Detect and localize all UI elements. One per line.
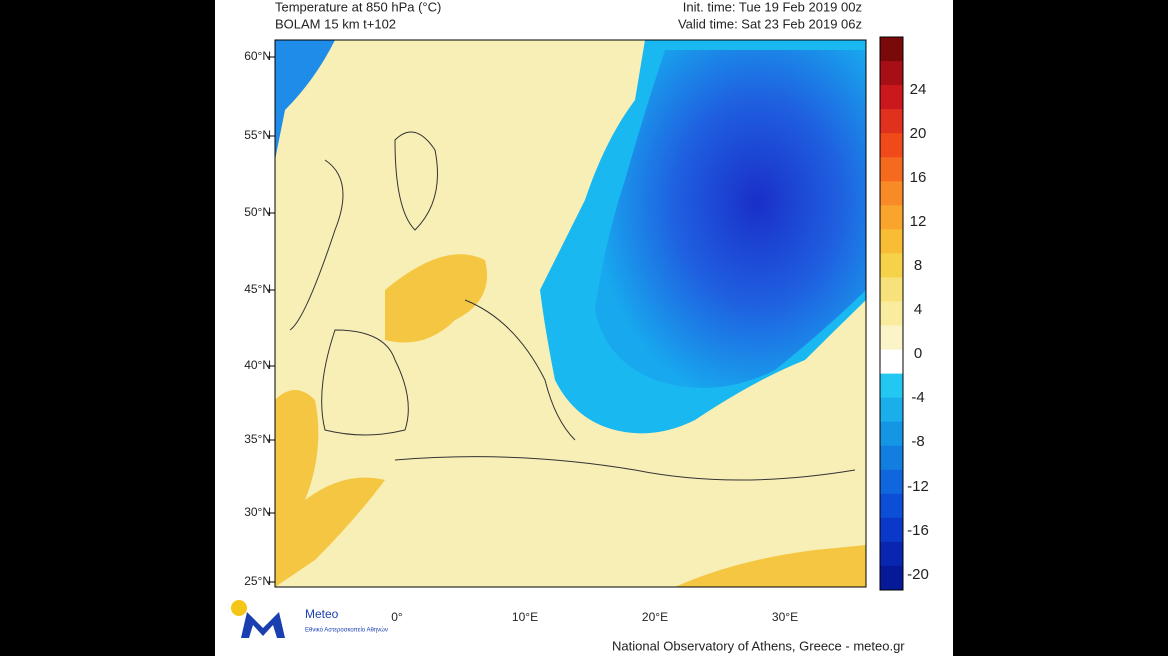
lat-label: 25°N (244, 574, 271, 588)
lon-label: 30°E (772, 610, 798, 624)
valid-time: Valid time: Sat 23 Feb 2019 06z (678, 16, 862, 31)
warm-region (385, 254, 487, 343)
lat-label: 30°N (244, 505, 271, 519)
colorbar-segment (880, 517, 903, 543)
colorbar-label: -8 (911, 433, 924, 450)
colorbar-segment (880, 397, 903, 423)
cold-core (595, 50, 866, 388)
colorbar-label: 8 (914, 257, 922, 274)
logo-name: Meteo (305, 607, 339, 621)
warm-region (275, 390, 385, 587)
colorbar-segment (880, 253, 903, 278)
colorbar-segment (880, 109, 903, 134)
colorbar-segment (880, 445, 903, 471)
map-panel: Temperature at 850 hPa (°C) BOLAM 15 km … (215, 0, 953, 656)
map-figure: Temperature at 850 hPa (°C) BOLAM 15 km … (231, 0, 929, 653)
model-label: BOLAM 15 km t+102 (275, 16, 396, 31)
colorbar-label: 24 (910, 81, 927, 98)
colorbar-segment (880, 373, 903, 399)
colorbar-segment (880, 277, 903, 302)
warm-region (675, 545, 866, 587)
colorbar-label: -4 (911, 389, 924, 406)
colorbar-frame (879, 36, 904, 591)
colorbar-label: 20 (910, 125, 927, 142)
init-time: Init. time: Tue 19 Feb 2019 00z (683, 0, 862, 14)
lat-label: 40°N (244, 358, 271, 372)
lon-label: 0° (391, 610, 403, 624)
colorbar-label: 4 (914, 301, 922, 318)
lat-label: 50°N (244, 205, 271, 219)
colorbar-segment (880, 61, 903, 86)
colorbar-segment (880, 205, 903, 230)
colorbar-segment (880, 325, 903, 351)
colorbar-segment (880, 349, 903, 375)
map-frame (274, 39, 867, 588)
colorbar-segment (880, 181, 903, 206)
lon-label: 10°E (512, 610, 538, 624)
colorbar-segment (880, 229, 903, 254)
colorbar-segment (880, 133, 903, 158)
map-area (275, 40, 866, 587)
colorbar-segment (880, 37, 903, 62)
coastline (289, 131, 856, 481)
colorbar-segment (880, 157, 903, 182)
colorbar-label: -20 (907, 566, 929, 583)
lat-label: 35°N (244, 432, 271, 446)
logo-tagline: Εθνικό Αστεροσκοπείο Αθηνών (305, 627, 388, 634)
map-title: Temperature at 850 hPa (°C) (275, 0, 441, 14)
colorbar-label: 12 (910, 213, 927, 230)
colorbar-label: -16 (907, 522, 929, 539)
colorbar-label: 0 (914, 345, 922, 362)
colorbar-segment (880, 421, 903, 447)
cold-region (275, 40, 335, 160)
colorbar-segment (880, 541, 903, 567)
colorbar-segment (880, 493, 903, 519)
colorbar-label: -12 (907, 478, 929, 495)
colorbar-segment (880, 85, 903, 110)
lat-label: 55°N (244, 128, 271, 142)
lat-label: 60°N (244, 49, 271, 63)
colorbar-segment (880, 565, 903, 591)
colorbar-segment (880, 469, 903, 495)
lat-label: 45°N (244, 282, 271, 296)
logo-mark (241, 612, 285, 638)
logo: Meteo Εθνικό Αστεροσκοπείο Αθηνών (231, 600, 388, 638)
logo-sun (231, 600, 247, 616)
footer: National Observatory of Athens, Greece -… (612, 638, 905, 653)
lon-label: 20°E (642, 610, 668, 624)
colorbar-segment (880, 301, 903, 327)
colorbar-label: 16 (910, 169, 927, 186)
